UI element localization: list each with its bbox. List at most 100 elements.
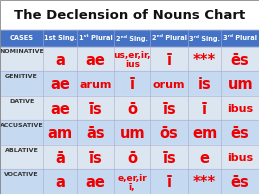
- Bar: [221, 120, 259, 145]
- Text: um: um: [119, 126, 145, 141]
- Text: īs: īs: [162, 151, 176, 166]
- Bar: [43, 120, 77, 145]
- Bar: [43, 47, 77, 71]
- Bar: [0, 169, 43, 194]
- Text: ABLATIVE: ABLATIVE: [5, 148, 38, 153]
- Bar: [0, 145, 43, 169]
- Bar: [43, 169, 77, 194]
- Bar: [77, 169, 114, 194]
- Bar: [43, 30, 77, 47]
- Bar: [77, 30, 114, 47]
- Bar: [221, 71, 259, 96]
- Bar: [43, 145, 77, 169]
- Bar: [150, 47, 188, 71]
- Bar: [0, 30, 43, 47]
- Text: 1ˢᵗ Plural: 1ˢᵗ Plural: [78, 35, 112, 41]
- Text: īs: īs: [89, 102, 102, 117]
- Text: GENITIVE: GENITIVE: [5, 74, 38, 79]
- Bar: [150, 30, 188, 47]
- Bar: [0, 120, 43, 145]
- Text: VOCATIVE: VOCATIVE: [4, 172, 39, 177]
- Bar: [150, 145, 188, 169]
- Bar: [188, 30, 221, 47]
- Text: ōs: ōs: [160, 126, 178, 141]
- Text: 3ʳᵈ Sing.: 3ʳᵈ Sing.: [189, 35, 220, 42]
- Text: ae: ae: [85, 175, 105, 191]
- Text: a: a: [55, 53, 65, 68]
- Text: ās: ās: [86, 126, 105, 141]
- Bar: [114, 47, 150, 71]
- Text: orum: orum: [153, 80, 185, 90]
- Text: īs: īs: [162, 102, 176, 117]
- Bar: [114, 30, 150, 47]
- Bar: [0, 0, 259, 30]
- Bar: [188, 47, 221, 71]
- Text: CASES: CASES: [10, 35, 34, 41]
- Text: 1st Sing.: 1st Sing.: [44, 35, 76, 41]
- Text: 2ⁿᵈ Sing.: 2ⁿᵈ Sing.: [116, 35, 148, 42]
- Text: ae: ae: [85, 53, 105, 68]
- Text: ēs: ēs: [231, 175, 250, 191]
- Text: ā: ā: [55, 151, 65, 166]
- Text: e,er,ir
ī,: e,er,ir ī,: [117, 174, 147, 192]
- Text: ī: ī: [167, 53, 172, 68]
- Bar: [0, 71, 43, 96]
- Bar: [114, 145, 150, 169]
- Bar: [114, 120, 150, 145]
- Bar: [221, 47, 259, 71]
- Bar: [221, 145, 259, 169]
- Text: DATIVE: DATIVE: [9, 99, 34, 104]
- Text: 3ʳᵈ Plural: 3ʳᵈ Plural: [223, 35, 257, 41]
- Bar: [114, 96, 150, 120]
- Bar: [221, 30, 259, 47]
- Text: ī: ī: [167, 175, 172, 191]
- Text: ō: ō: [127, 102, 137, 117]
- Bar: [221, 96, 259, 120]
- Text: ibus: ibus: [227, 153, 253, 163]
- Text: ACCUSATIVE: ACCUSATIVE: [0, 123, 44, 128]
- Text: ī: ī: [130, 77, 135, 92]
- Text: em: em: [192, 126, 217, 141]
- Text: is: is: [198, 77, 212, 92]
- Bar: [77, 71, 114, 96]
- Bar: [188, 96, 221, 120]
- Bar: [43, 71, 77, 96]
- Text: ae: ae: [50, 102, 70, 117]
- Text: um: um: [227, 77, 253, 92]
- Text: e: e: [200, 151, 210, 166]
- Text: ō: ō: [127, 151, 137, 166]
- Bar: [150, 71, 188, 96]
- Bar: [221, 169, 259, 194]
- Text: ***: ***: [193, 175, 216, 191]
- Text: us,er,ir,
ius: us,er,ir, ius: [113, 51, 151, 69]
- Text: 2ⁿᵈ Plural: 2ⁿᵈ Plural: [152, 35, 187, 41]
- Bar: [0, 96, 43, 120]
- Text: ī: ī: [202, 102, 207, 117]
- Text: ibus: ibus: [227, 104, 253, 114]
- Bar: [77, 96, 114, 120]
- Text: ae: ae: [50, 77, 70, 92]
- Text: The Declension of Nouns Chart: The Declension of Nouns Chart: [14, 9, 245, 22]
- Bar: [188, 71, 221, 96]
- Bar: [150, 96, 188, 120]
- Bar: [150, 169, 188, 194]
- Text: NOMINATIVE: NOMINATIVE: [0, 49, 44, 55]
- Text: am: am: [47, 126, 73, 141]
- Text: a: a: [55, 175, 65, 191]
- Bar: [114, 169, 150, 194]
- Bar: [77, 145, 114, 169]
- Bar: [77, 47, 114, 71]
- Bar: [43, 96, 77, 120]
- Text: ***: ***: [193, 53, 216, 68]
- Bar: [188, 120, 221, 145]
- Bar: [77, 120, 114, 145]
- Bar: [150, 120, 188, 145]
- Text: īs: īs: [89, 151, 102, 166]
- Text: arum: arum: [79, 80, 112, 90]
- Bar: [114, 71, 150, 96]
- Bar: [0, 47, 43, 71]
- Bar: [188, 145, 221, 169]
- Bar: [188, 169, 221, 194]
- Text: ēs: ēs: [231, 126, 250, 141]
- Text: ēs: ēs: [231, 53, 250, 68]
